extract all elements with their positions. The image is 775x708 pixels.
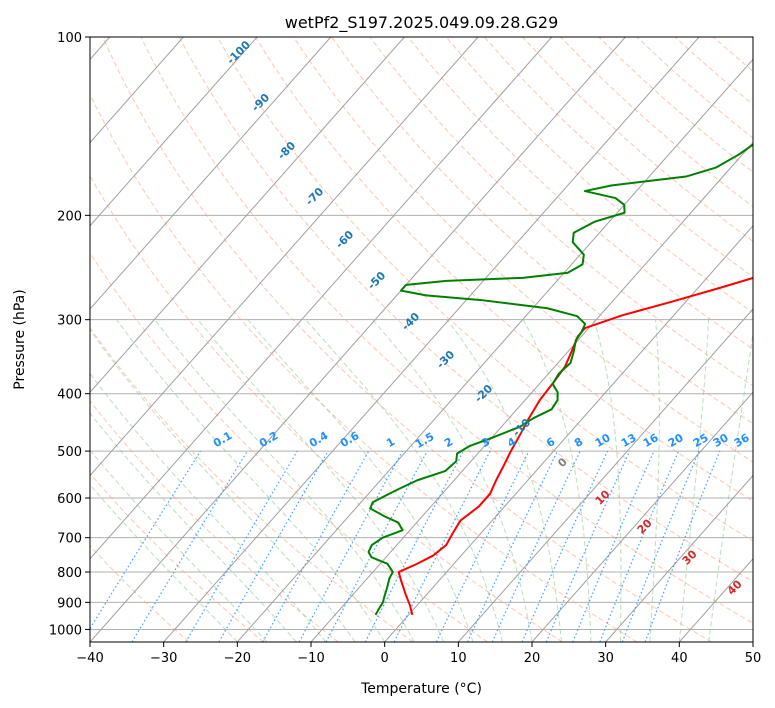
chart-title: wetPf2_S197.2025.049.09.28.G29 — [285, 13, 559, 33]
isotherm-line — [90, 37, 184, 144]
y-tick-label: 1000 — [49, 623, 82, 638]
dry-adiabat-line — [90, 93, 638, 642]
x-tick-label: −30 — [150, 651, 177, 666]
y-axis: 100 200 300 400 500 600 700 800 900 1000 — [49, 31, 90, 638]
profile-series — [367, 143, 753, 616]
dewpoint-profile-line — [367, 143, 753, 616]
mixing-ratio-line — [325, 450, 428, 642]
x-tick-label: 50 — [745, 651, 762, 666]
mixing-ratio-line — [131, 450, 248, 642]
y-tick-label: 200 — [57, 209, 82, 224]
moist-adiabat-line — [649, 319, 660, 642]
temperature-profile-line — [397, 276, 753, 616]
mixing-ratio-line — [572, 450, 655, 642]
moist-adiabat-line — [305, 319, 504, 642]
dry-adiabat-line — [369, 37, 753, 387]
dry-adiabat-line — [90, 400, 339, 642]
mixing-ratio-line — [521, 450, 609, 642]
dry-adiabat-line — [178, 37, 753, 583]
y-tick-label: 300 — [57, 314, 82, 329]
dry-adiabat-line — [102, 37, 712, 642]
dry-adiabat-line — [90, 252, 488, 642]
x-tick-label: 40 — [671, 651, 688, 666]
mixing-ratio-line — [621, 450, 700, 642]
moist-adiabat-line — [708, 329, 753, 642]
moist-adiabat-line — [678, 319, 710, 642]
moist-adiabat-line — [197, 319, 445, 642]
plot-area: -100-90-80-70-60-50-40-30-20-100.1 0.2 0.4… — [90, 37, 753, 642]
moist-adiabat-line — [154, 319, 415, 642]
x-tick-label: −40 — [76, 651, 103, 666]
isotherm-line — [605, 474, 753, 642]
isotherm-line — [90, 37, 553, 560]
x-axis: −40 −30 −20 −10 0 10 20 30 40 50 — [76, 642, 761, 666]
isotherm-line — [163, 37, 700, 642]
isotherm-line — [90, 37, 332, 310]
dry-adiabat-line — [140, 37, 753, 624]
isotherm-line — [457, 308, 753, 642]
y-tick-label: 800 — [57, 566, 82, 581]
x-tick-label: 30 — [597, 651, 614, 666]
y-tick-label: 700 — [57, 532, 82, 547]
moist-adiabat-line — [522, 319, 592, 642]
y-tick-label: 100 — [57, 31, 82, 46]
moist-adiabat-line — [116, 319, 386, 642]
isotherms — [90, 37, 753, 642]
isotherm-line — [90, 37, 405, 394]
y-tick-label: 500 — [57, 445, 82, 460]
isotherm-line — [90, 37, 258, 227]
isotherm-line — [310, 141, 753, 642]
y-tick-label: 900 — [57, 596, 82, 611]
mixing-ratio-line — [298, 450, 404, 642]
mixing-ratio-line — [599, 450, 680, 642]
moist-adiabat-line — [90, 372, 327, 642]
isotherm-line — [90, 37, 626, 642]
mixing-ratio-line — [644, 450, 721, 642]
x-tick-label: 10 — [450, 651, 467, 666]
dry-adiabat-line — [254, 37, 753, 502]
x-axis-label: Temperature (°C) — [360, 681, 482, 697]
dry-adiabat-line — [90, 472, 264, 642]
isotherm-line — [531, 391, 753, 642]
mixing-ratio-line — [545, 450, 631, 642]
mixing-ratio-line — [393, 450, 491, 642]
isotherm-line — [90, 37, 479, 477]
y-axis-label: Pressure (hPa) — [12, 289, 28, 389]
isotherm-line — [236, 58, 753, 642]
mixing-ratio-line — [262, 450, 370, 642]
dry-adiabat-line — [407, 37, 753, 350]
moist-adiabat-line — [593, 319, 622, 642]
isotherm-line — [384, 225, 753, 642]
x-tick-label: −10 — [297, 651, 324, 666]
moist-adiabat-line — [90, 328, 356, 642]
dry-adiabat-line — [293, 37, 753, 463]
plot-frame — [89, 36, 754, 643]
moist-adiabat-line — [90, 449, 268, 642]
y-tick-label: 600 — [57, 492, 82, 507]
mixing-ratio-lines — [90, 450, 721, 642]
x-tick-label: 20 — [524, 651, 541, 666]
y-tick-label: 400 — [57, 388, 82, 403]
moist-adiabat-line — [247, 319, 474, 642]
dry-adiabat-line — [90, 174, 563, 642]
x-tick-label: −20 — [224, 651, 251, 666]
x-tick-label: 0 — [381, 651, 389, 666]
